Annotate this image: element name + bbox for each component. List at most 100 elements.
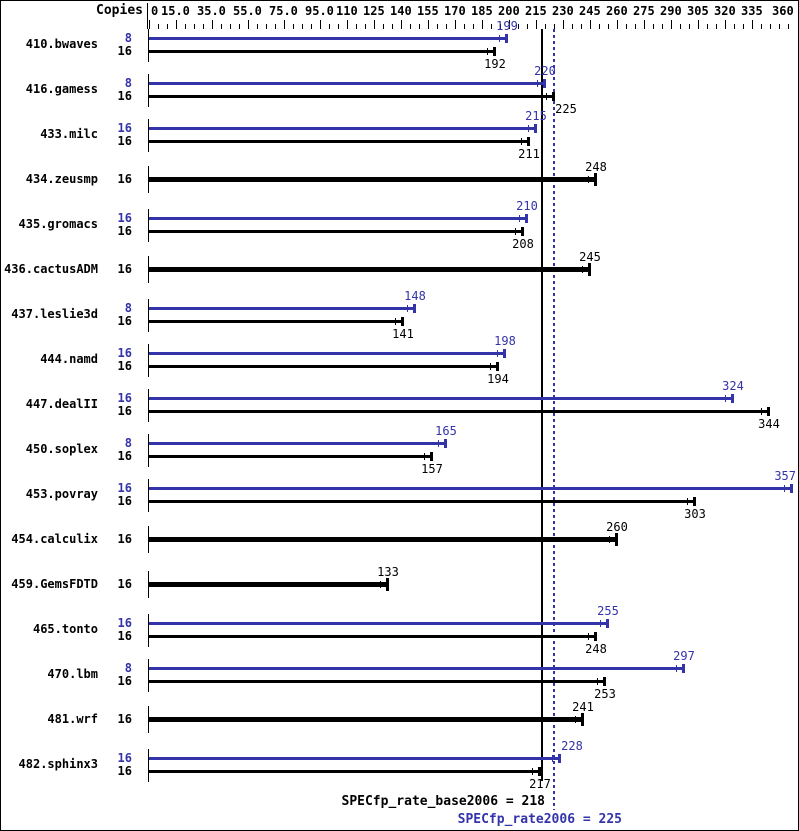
- value-label: 297: [673, 649, 695, 663]
- axis-tick-label: 75.0: [269, 4, 298, 18]
- value-label: 165: [435, 424, 457, 438]
- base-bar-endcap: [552, 92, 555, 101]
- base-bar-endcap: [386, 578, 389, 591]
- axis-minor-tick: [626, 24, 627, 29]
- axis-minor-tick: [545, 24, 546, 29]
- benchmark-label: 470.lbm: [47, 667, 98, 681]
- axis-minor-tick: [716, 24, 717, 29]
- copies-label: 16: [117, 616, 132, 630]
- axis-minor-tick: [635, 24, 636, 29]
- copies-column-header: Copies: [96, 3, 143, 18]
- value-label: 241: [572, 700, 594, 714]
- base-bar: [149, 230, 523, 233]
- group-axis-line: [148, 74, 149, 107]
- peak-bar: [149, 622, 608, 625]
- base-bar: [149, 140, 529, 143]
- axis-minor-tick: [230, 24, 231, 29]
- axis-major-tick: [401, 20, 402, 29]
- axis-minor-tick: [491, 24, 492, 29]
- summary-peak-metric: SPECfp_rate2006 = 225: [457, 812, 622, 827]
- peak-bar: [149, 217, 527, 220]
- peak-bar-endcap: [682, 664, 685, 673]
- axis-minor-tick: [275, 24, 276, 29]
- base-bar-endcap: [594, 173, 597, 186]
- copies-label: 16: [117, 674, 132, 688]
- value-label: 357: [774, 469, 796, 483]
- axis-tick-label: 320: [714, 4, 736, 18]
- group-axis-line: [148, 166, 149, 193]
- axis-minor-tick: [392, 24, 393, 29]
- axis-major-tick: [482, 20, 483, 29]
- base-bar-whisker: [490, 363, 491, 370]
- axis-minor-tick: [518, 24, 519, 29]
- peak-bar: [149, 82, 545, 85]
- base-bar-whisker: [424, 453, 425, 460]
- axis-tick-label: 55.0: [233, 4, 262, 18]
- base-bar-whisker: [575, 716, 576, 723]
- base-bar: [149, 95, 554, 98]
- axis-minor-tick: [437, 24, 438, 29]
- value-label: 228: [561, 739, 583, 753]
- axis-major-tick: [698, 20, 699, 29]
- peak-bar-whisker: [552, 755, 553, 762]
- value-label: 148: [404, 289, 426, 303]
- base-bar-endcap: [401, 317, 404, 326]
- axis-major-tick: [320, 20, 321, 29]
- summary-base-metric: SPECfp_rate_base2006 = 218: [341, 794, 546, 809]
- axis-minor-tick: [689, 24, 690, 29]
- copies-label: 16: [117, 577, 132, 591]
- axis-minor-tick: [221, 24, 222, 29]
- group-axis-line: [148, 706, 149, 733]
- base-bar: [149, 770, 540, 773]
- axis-minor-tick: [302, 24, 303, 29]
- base-bar-endcap: [588, 263, 591, 276]
- base-bar-whisker: [546, 93, 547, 100]
- peak-bar: [149, 757, 560, 760]
- axis-tick-label: 335: [741, 4, 763, 18]
- value-label: 194: [487, 372, 509, 386]
- group-axis-line: [148, 344, 149, 377]
- base-bar: [149, 267, 590, 272]
- peak-bar-endcap: [790, 484, 793, 493]
- benchmark-label: 444.namd: [40, 352, 98, 366]
- axis-minor-tick: [158, 24, 159, 29]
- benchmark-label: 436.cactusADM: [4, 262, 98, 276]
- value-label: 133: [377, 565, 399, 579]
- axis-minor-tick: [500, 24, 501, 29]
- axis-tick-label: 95.0: [305, 4, 334, 18]
- copies-label: 16: [117, 134, 132, 148]
- axis-tick-label: 155: [417, 4, 439, 18]
- axis-minor-tick: [167, 24, 168, 29]
- axis-minor-tick: [194, 24, 195, 29]
- base-bar: [149, 537, 617, 542]
- axis-minor-tick: [581, 24, 582, 29]
- base-bar: [149, 455, 432, 458]
- axis-tick-label: 290: [660, 4, 682, 18]
- axis-tick-label: 260: [606, 4, 628, 18]
- copies-label: 16: [117, 359, 132, 373]
- peak-bar-whisker: [537, 80, 538, 87]
- value-label: 211: [518, 147, 540, 161]
- benchmark-label: 459.GemsFDTD: [11, 577, 98, 591]
- axis-major-tick: [590, 20, 591, 29]
- axis-major-tick: [671, 20, 672, 29]
- axis-tick-label: 215: [525, 4, 547, 18]
- base-bar-whisker: [515, 228, 516, 235]
- axis-tick-label: 125: [363, 4, 385, 18]
- axis-tick-label: 110: [336, 4, 358, 18]
- value-label: 303: [684, 507, 706, 521]
- axis-major-tick: [455, 20, 456, 29]
- axis-tick-label: 15.0: [161, 4, 190, 18]
- base-bar-whisker: [380, 581, 381, 588]
- axis-major-tick: [374, 20, 375, 29]
- axis-major-tick: [149, 20, 150, 29]
- base-bar-endcap: [538, 767, 541, 776]
- peak-bar-whisker: [725, 395, 726, 402]
- value-label: 141: [392, 327, 414, 341]
- axis-minor-tick: [572, 24, 573, 29]
- axis-tick-label: 305: [687, 4, 709, 18]
- benchmark-label: 481.wrf: [47, 712, 98, 726]
- group-axis-line: [148, 209, 149, 242]
- value-label: 248: [585, 160, 607, 174]
